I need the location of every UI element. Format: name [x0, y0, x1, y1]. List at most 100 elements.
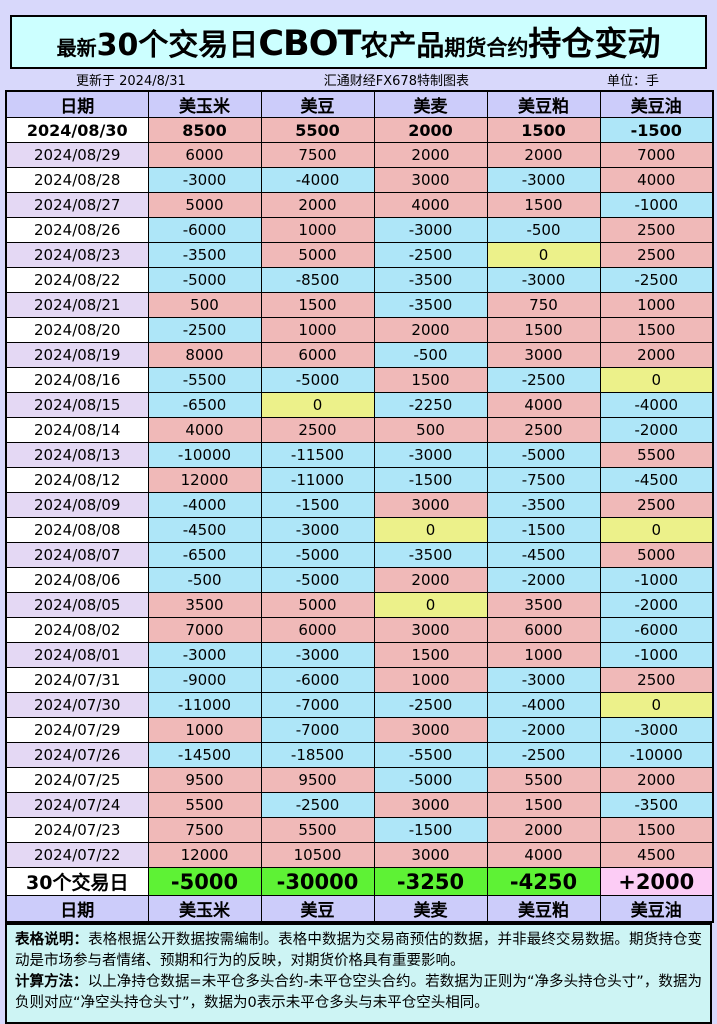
date-cell: 2024/07/25	[5, 767, 149, 793]
date-cell: 2024/08/28	[5, 167, 149, 193]
value-cell: 5000	[599, 542, 714, 568]
value-cell: -6500	[147, 392, 262, 418]
date-cell: 2024/07/29	[5, 717, 149, 743]
update-date-label: 更新于 2024/8/31	[76, 74, 186, 89]
value-cell: -3500	[486, 492, 601, 518]
title-segment: 最新	[56, 36, 97, 60]
page-title: 最新 30个交易日 CBOT 农产品 期货合约 持仓变动	[10, 15, 707, 69]
table-description: 表格说明：表格根据公开数据按需编制。表格中数据为交易商预估的数据，并非最终交易数…	[15, 930, 702, 972]
value-cell: 5000	[147, 192, 262, 218]
value-cell: -2250	[373, 392, 488, 418]
value-cell: -1500	[599, 117, 714, 143]
value-cell: -2000	[486, 717, 601, 743]
value-cell: 1500	[260, 292, 375, 318]
date-cell: 2024/08/26	[5, 217, 149, 243]
value-cell: -2500	[260, 792, 375, 818]
date-cell: 2024/07/24	[5, 792, 149, 818]
column-header-soymeal: 美豆粕	[486, 90, 601, 118]
value-cell: 4000	[373, 192, 488, 218]
positions-table: 日期 美玉米 美豆 美麦 美豆粕 美豆油 2024/08/30 8500 5500 2…	[5, 90, 714, 923]
date-cell: 2024/08/19	[5, 342, 149, 368]
value-cell: 2000	[260, 192, 375, 218]
value-cell: 2000	[373, 117, 488, 143]
table-row: 2024/08/22 -5000 -8500 -3500 -3000 -2500	[5, 267, 714, 293]
table-row: 2024/08/20 -2500 1000 2000 1500 1500	[5, 317, 714, 343]
value-cell: -11000	[260, 467, 375, 493]
table-row: 2024/08/06 -500 -5000 2000 -2000 -1000	[5, 567, 714, 593]
value-cell: -11500	[260, 442, 375, 468]
value-cell: 1000	[260, 317, 375, 343]
value-cell: -11000	[147, 692, 262, 718]
date-cell: 2024/08/06	[5, 567, 149, 593]
value-cell: -1500	[486, 517, 601, 543]
value-cell: -4000	[260, 167, 375, 193]
value-cell: 3500	[147, 592, 262, 618]
value-cell: -4500	[599, 467, 714, 493]
value-cell: -5500	[147, 367, 262, 393]
table-row: 2024/07/26 -14500 -18500 -5500 -2500 -10000	[5, 742, 714, 768]
value-cell: 3000	[373, 167, 488, 193]
value-cell: -6000	[599, 617, 714, 643]
table-row: 2024/08/16 -5500 -5000 1500 -2500 0	[5, 367, 714, 393]
table-row: 2024/08/28 -3000 -4000 3000 -3000 4000	[5, 167, 714, 193]
value-cell: -2000	[599, 417, 714, 443]
value-cell: 0	[260, 392, 375, 418]
date-cell: 2024/08/13	[5, 442, 149, 468]
value-cell: 1500	[486, 792, 601, 818]
value-cell: 0	[373, 592, 488, 618]
value-cell: -9000	[147, 667, 262, 693]
title-segment: 期货合约	[444, 36, 529, 60]
value-cell: 5500	[147, 792, 262, 818]
value-cell: 0	[599, 517, 714, 543]
value-cell: -5000	[260, 367, 375, 393]
column-header-corn: 美玉米	[147, 90, 262, 118]
title-segment: 30个交易日	[96, 28, 259, 63]
footer-column-soyoil: 美豆油	[599, 895, 714, 923]
value-cell: 2500	[599, 492, 714, 518]
value-cell: -3000	[486, 667, 601, 693]
date-cell: 2024/08/29	[5, 142, 149, 168]
value-cell: 12000	[147, 467, 262, 493]
table-row: 2024/08/08 -4500 -3000 0 -1500 0	[5, 517, 714, 543]
value-cell: 500	[147, 292, 262, 318]
value-cell: 2500	[599, 217, 714, 243]
value-cell: 4000	[486, 392, 601, 418]
value-cell: 2000	[373, 567, 488, 593]
value-cell: -1500	[260, 492, 375, 518]
table-row: 2024/08/29 6000 7500 2000 2000 7000	[5, 142, 714, 168]
value-cell: -3000	[260, 517, 375, 543]
value-cell: 9500	[147, 767, 262, 793]
value-cell: -5000	[260, 567, 375, 593]
value-cell: 7000	[599, 142, 714, 168]
value-cell: -2500	[486, 742, 601, 768]
value-cell: -3000	[486, 267, 601, 293]
table-row: 2024/08/23 -3500 5000 -2500 0 2500	[5, 242, 714, 268]
table-row: 2024/08/13 -10000 -11500 -3000 -5000 5500	[5, 442, 714, 468]
value-cell: 8000	[147, 342, 262, 368]
value-cell: 10500	[260, 842, 375, 868]
value-cell: -2500	[147, 317, 262, 343]
summary-row: 30个交易日 -5000 -30000 -3250 -4250 +2000	[5, 867, 714, 896]
value-cell: 1500	[373, 367, 488, 393]
value-cell: 2000	[373, 317, 488, 343]
summary-value-soymeal: -4250	[486, 867, 601, 896]
value-cell: 3000	[486, 342, 601, 368]
value-cell: 12000	[147, 842, 262, 868]
value-cell: -2500	[373, 692, 488, 718]
table-row: 2024/08/26 -6000 1000 -3000 -500 2500	[5, 217, 714, 243]
value-cell: -1000	[599, 567, 714, 593]
date-cell: 2024/08/20	[5, 317, 149, 343]
value-cell: -5000	[486, 442, 601, 468]
value-cell: -3500	[599, 792, 714, 818]
value-cell: -2000	[599, 592, 714, 618]
value-cell: -7000	[260, 717, 375, 743]
value-cell: -2000	[486, 567, 601, 593]
value-cell: -10000	[147, 442, 262, 468]
calc-method: 计算方法：以上净持仓数据=未平仓多头合约-未平仓空头合约。若数据为正则为“净多头…	[15, 972, 702, 1014]
value-cell: 3000	[373, 717, 488, 743]
date-cell: 2024/08/09	[5, 492, 149, 518]
calc-method-text: 以上净持仓数据=未平仓多头合约-未平仓空头合约。若数据为正则为“净多头持仓头寸”…	[15, 974, 702, 1011]
summary-value-soybean: -30000	[260, 867, 375, 896]
footer-column-soybean: 美豆	[260, 895, 375, 923]
column-header-soyoil: 美豆油	[599, 90, 714, 118]
